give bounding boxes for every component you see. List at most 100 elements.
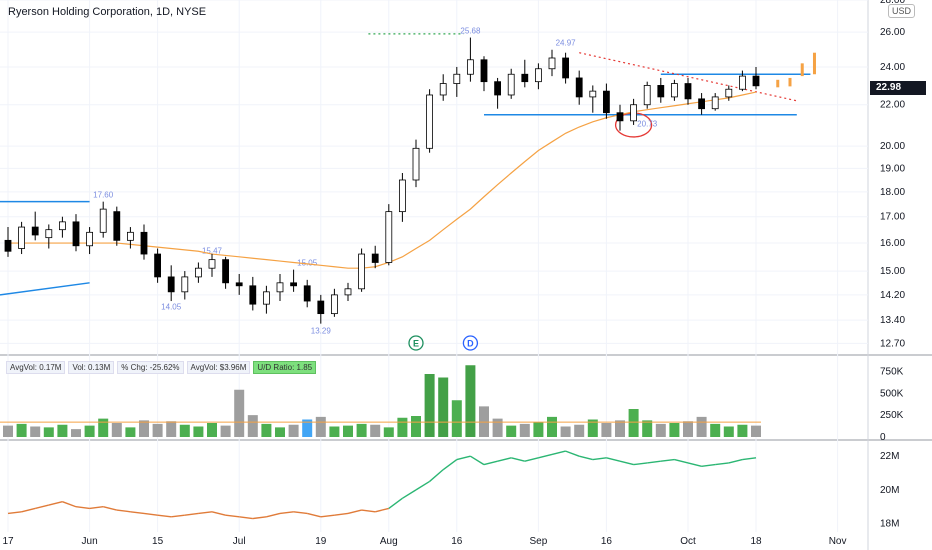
x-tick-label: Sep — [530, 536, 548, 547]
candle-body — [630, 104, 637, 122]
volume-bar — [43, 427, 54, 437]
volume-bar — [152, 423, 163, 437]
x-tick-label: Jun — [82, 536, 98, 547]
ud-segment — [388, 497, 403, 509]
candle-body — [59, 221, 66, 231]
projected-bar — [800, 63, 804, 77]
volume-bar — [139, 420, 149, 437]
volume-bar — [179, 424, 190, 437]
volume-bar — [302, 419, 313, 437]
ud-segment — [239, 516, 253, 520]
volume-bar — [71, 429, 81, 437]
ud-tick-label: 18M — [880, 519, 899, 530]
price-tick-label: 17.00 — [880, 212, 905, 223]
candle-body — [494, 81, 502, 96]
candle-body — [99, 208, 107, 233]
volume-bars — [0, 365, 761, 437]
x-tick-label: 15 — [152, 536, 164, 547]
projected-bar — [812, 52, 816, 75]
candle-body — [725, 88, 733, 98]
stat-change: % Chg: -25.62% — [117, 361, 184, 374]
candle-body — [684, 83, 692, 100]
volume-bar — [3, 425, 13, 437]
volume-bar — [601, 423, 612, 437]
candle-body — [643, 85, 651, 106]
volume-bar — [383, 427, 394, 437]
ud-segment — [497, 457, 512, 462]
ud-segment — [483, 460, 498, 466]
candle-body — [194, 267, 202, 278]
ud-segment — [89, 506, 104, 510]
volume-bar — [207, 423, 217, 437]
ud-segment — [75, 506, 90, 510]
x-tick-label: 16 — [601, 536, 613, 547]
x-tick-label: 16 — [451, 536, 463, 547]
volume-bar — [506, 425, 517, 437]
price-tick-label: 26.00 — [880, 27, 905, 38]
candle-body — [657, 85, 665, 98]
candle-body — [31, 226, 39, 236]
candle-body — [535, 68, 542, 83]
candle-body — [480, 59, 488, 83]
stat-avg-dollar-vol: AvgVol: $3.96M — [186, 361, 251, 374]
volume-bar — [628, 409, 639, 437]
x-tick-label: 17 — [2, 536, 14, 547]
ud-segment — [442, 458, 458, 471]
candle-body — [739, 75, 746, 90]
candle-body — [18, 226, 26, 249]
event-marker-label: D — [467, 339, 474, 349]
volume-bar — [424, 374, 435, 437]
candle-body — [167, 276, 175, 293]
volume-bar — [397, 417, 408, 437]
candle-body — [45, 229, 53, 239]
price-annotation: 15.47 — [202, 247, 223, 256]
ud-segment — [35, 504, 49, 510]
ud-segment — [143, 512, 158, 516]
ud-segment — [225, 514, 240, 518]
ud-segment — [130, 511, 145, 515]
ud-segment — [279, 511, 294, 515]
candle-body — [589, 90, 597, 98]
volume-bar — [343, 425, 353, 437]
candle-body — [208, 259, 216, 269]
volume-bar — [30, 426, 41, 437]
volume-bar — [669, 423, 680, 437]
ud-segment — [565, 450, 580, 457]
candle-body — [711, 96, 719, 110]
volume-bar — [288, 424, 299, 437]
ud-segment — [375, 507, 389, 513]
candle-body — [616, 112, 624, 122]
volume-bar — [737, 424, 748, 437]
candle-body — [426, 94, 434, 149]
ud-segment — [551, 450, 566, 456]
volume-bar — [574, 424, 585, 437]
candle-body — [4, 239, 12, 252]
time-axis: 17 Jun 15 Jul 19 Aug 16 Sep 16 Oct 18 Nov — [2, 536, 846, 547]
ud-segment — [184, 512, 199, 516]
ud-segment — [687, 462, 702, 467]
currency-chip[interactable]: USD — [888, 4, 916, 18]
ud-segment — [619, 460, 634, 466]
candle-body — [127, 231, 134, 241]
candle-body — [371, 253, 379, 263]
volume-bar — [751, 425, 761, 437]
candle-body — [154, 253, 162, 278]
price-tick-label: 19.00 — [880, 163, 905, 174]
ud-segment — [715, 462, 729, 466]
ud-segment — [660, 458, 675, 462]
volume-bar — [615, 420, 625, 437]
ud-segment — [456, 455, 471, 461]
ud-segment — [307, 512, 321, 518]
x-tick-label: Aug — [380, 536, 398, 547]
event-markers[interactable]: EDE — [408, 335, 932, 351]
volume-bar — [261, 423, 272, 437]
candle-body — [439, 83, 447, 96]
ud-segment — [171, 514, 185, 518]
downtrend-line — [579, 52, 797, 102]
volume-tick-label: 250K — [880, 410, 904, 421]
price-annotation: 20.73 — [637, 120, 658, 129]
candle-body — [575, 77, 583, 98]
candle-body — [317, 300, 325, 315]
